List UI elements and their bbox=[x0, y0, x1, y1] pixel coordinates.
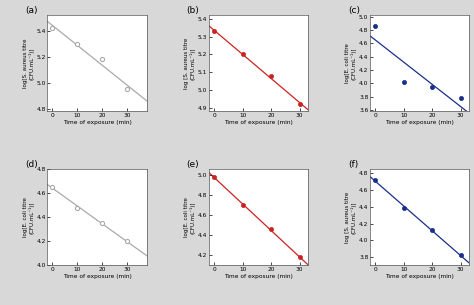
Y-axis label: log[E. coli titre
(CFU.mL⁻¹)]: log[E. coli titre (CFU.mL⁻¹)] bbox=[23, 197, 35, 237]
Text: (a): (a) bbox=[26, 5, 38, 15]
Text: (d): (d) bbox=[26, 160, 38, 169]
X-axis label: Time of exposure (min): Time of exposure (min) bbox=[385, 274, 454, 279]
X-axis label: Time of exposure (min): Time of exposure (min) bbox=[224, 120, 293, 125]
Y-axis label: log [S. aureus titre
(CFU.mL⁻¹)]: log [S. aureus titre (CFU.mL⁻¹)] bbox=[345, 192, 357, 243]
Y-axis label: log[S. aureus titre
(CFU.mL⁻¹)]: log[S. aureus titre (CFU.mL⁻¹)] bbox=[23, 39, 35, 88]
Text: (b): (b) bbox=[187, 5, 200, 15]
Text: (e): (e) bbox=[187, 160, 200, 169]
Y-axis label: log[E. coli titre
(CFU.mL⁻¹)]: log[E. coli titre (CFU.mL⁻¹)] bbox=[184, 197, 196, 237]
Y-axis label: log[E. coli titre
(CFU.mL⁻¹)]: log[E. coli titre (CFU.mL⁻¹)] bbox=[345, 43, 357, 83]
X-axis label: Time of exposure (min): Time of exposure (min) bbox=[63, 274, 132, 279]
X-axis label: Time of exposure (min): Time of exposure (min) bbox=[385, 120, 454, 125]
Y-axis label: log [S. aureus titre
(CFU.mL⁻¹)]: log [S. aureus titre (CFU.mL⁻¹)] bbox=[184, 38, 196, 89]
X-axis label: Time of exposure (min): Time of exposure (min) bbox=[224, 274, 293, 279]
X-axis label: Time of exposure (min): Time of exposure (min) bbox=[63, 120, 132, 125]
Text: (c): (c) bbox=[348, 5, 360, 15]
Text: (f): (f) bbox=[348, 160, 358, 169]
